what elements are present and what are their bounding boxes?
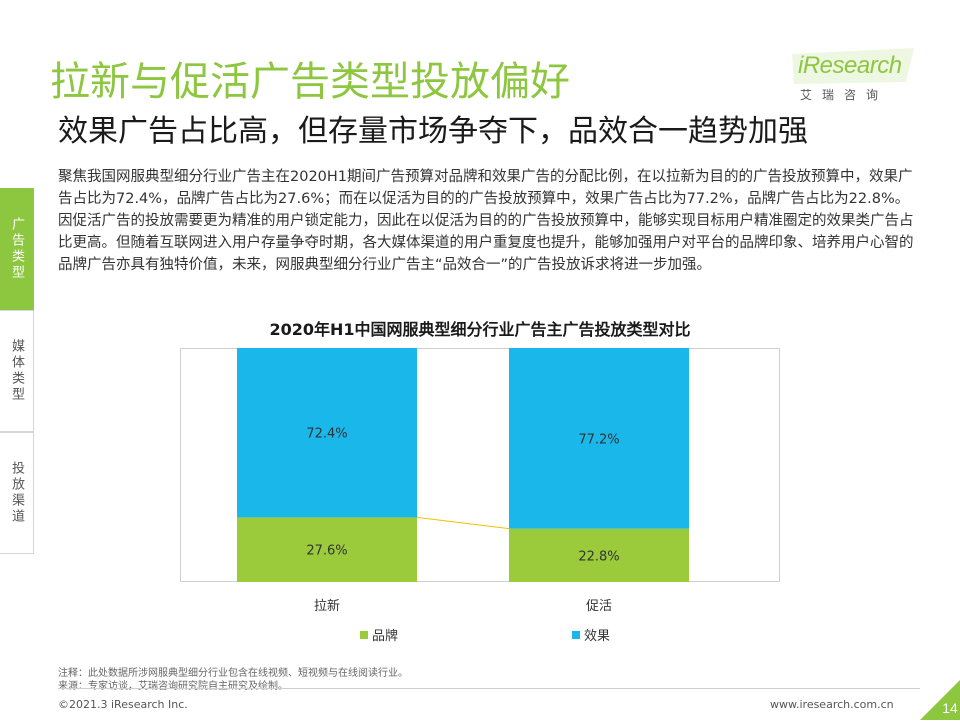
data-label: 22.8% — [578, 549, 619, 564]
data-label: 72.4% — [306, 427, 347, 442]
page-subtitle: 效果广告占比高，但存量市场争夺下，品效合一趋势加强 — [58, 114, 808, 149]
legend-item-brand: 品牌 — [360, 625, 398, 644]
page-number: 14 — [920, 680, 960, 720]
chart-note: 注释：此处数据所涉网服典型细分行业包含在线视频、短视频与在线阅读行业。 — [58, 668, 408, 679]
footer-divider — [58, 688, 920, 689]
sidebar-tab-channel[interactable]: 投放渠道 — [0, 432, 34, 554]
body-paragraph: 聚焦我国网服典型细分行业广告主在2020H1期间广告预算对品牌和效果广告的分配比… — [58, 169, 914, 273]
sidebar-tab-label: 投放渠道 — [9, 461, 24, 525]
legend-swatch-effect — [572, 630, 580, 639]
logo-chinese: 艾瑞咨询 — [800, 88, 889, 102]
series-connector-line — [416, 516, 510, 530]
stacked-bar-chart: 27.6% 72.4% 拉新 22.8% 77.2% 促活 — [180, 348, 780, 614]
logo-shape-icon — [792, 48, 914, 84]
page-corner-icon: 14 — [920, 680, 960, 720]
page-title: 拉新与促活广告类型投放偏好 — [50, 59, 570, 105]
legend-label-brand: 品牌 — [372, 629, 399, 644]
bar-segment — [237, 517, 417, 582]
bar-segment — [237, 348, 417, 518]
category-label: 促活 — [586, 599, 612, 614]
sidebar-tab-media-type[interactable]: 媒体类型 — [0, 310, 34, 432]
footer-url: www.iresearch.com.cn — [770, 698, 894, 711]
sidebar-tab-ad-type[interactable]: 广告类型 — [0, 188, 34, 310]
footer-copyright: ©2021.3 iResearch Inc. — [58, 698, 188, 711]
legend-item-effect: 效果 — [572, 625, 610, 644]
bar-segment — [509, 348, 689, 529]
plot-area-border — [180, 348, 780, 582]
logo-word: iResearch — [798, 52, 902, 79]
legend-swatch-brand — [360, 630, 368, 639]
page-number-text: 14 — [942, 700, 958, 716]
chart-source: 来源：专家访谈，艾瑞咨询研究院自主研究及绘制。 — [58, 681, 288, 692]
legend-label-effect: 效果 — [584, 629, 611, 644]
data-label: 27.6% — [306, 544, 347, 559]
chart-title: 2020年H1中国网服典型细分行业广告主广告投放类型对比 — [269, 320, 691, 339]
category-label: 拉新 — [314, 598, 340, 614]
sidebar-tab-label: 媒体类型 — [9, 339, 24, 403]
bar-segment — [509, 528, 689, 582]
data-label: 77.2% — [578, 432, 619, 447]
sidebar-tab-label: 广告类型 — [9, 217, 24, 281]
iresearch-logo: iResearch 艾瑞咨询 — [792, 48, 917, 108]
